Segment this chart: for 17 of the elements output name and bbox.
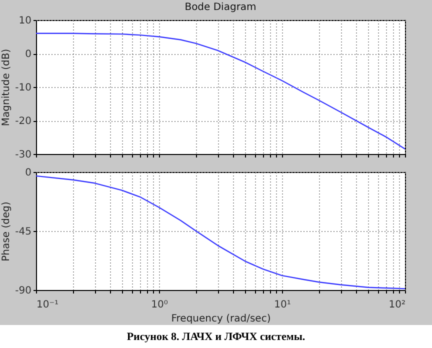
x-tick-label: 10² (388, 300, 406, 310)
x-tick-label: 10¹ (274, 300, 291, 310)
y-axis-title: Phase (deg) (1, 202, 12, 262)
chart-title: Bode Diagram (184, 2, 256, 13)
y-tick-label: -45 (15, 226, 32, 238)
y-tick-label: -30 (15, 150, 32, 160)
y-tick-label: -10 (15, 82, 32, 94)
y-tick-label: 0 (25, 168, 32, 178)
y-tick-label: -90 (15, 286, 32, 296)
x-axis-title: Frequency (rad/sec) (171, 314, 271, 324)
x-tick-label: 10⁻¹ (36, 300, 59, 310)
y-tick-label: -20 (15, 116, 32, 127)
x-tick-label: 10⁰ (151, 300, 168, 310)
text: Рисунок 8. ЛАЧХ и ЛФЧХ системы. (126, 331, 306, 343)
y-tick-label: 10 (18, 16, 32, 26)
y-tick-label: 0 (25, 49, 32, 60)
y-axis-title: Magnitude (dB) (1, 48, 12, 126)
